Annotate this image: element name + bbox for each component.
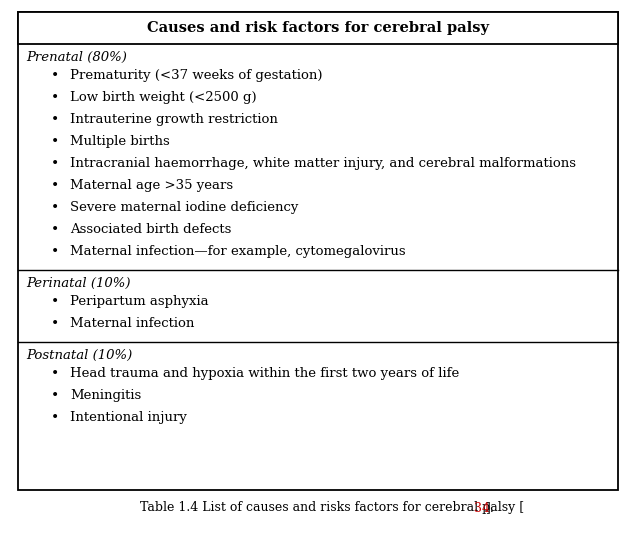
Text: •: • [51,245,59,259]
Text: ].: ]. [485,502,494,515]
Text: •: • [51,223,59,237]
Text: Intrauterine growth restriction: Intrauterine growth restriction [70,113,278,126]
Text: •: • [51,389,59,403]
Text: Maternal age >35 years: Maternal age >35 years [70,179,233,192]
Text: Perinatal (10%): Perinatal (10%) [26,277,131,290]
Text: Prenatal (80%): Prenatal (80%) [26,51,127,64]
Text: Multiple births: Multiple births [70,136,170,148]
Text: Prematurity (<37 weeks of gestation): Prematurity (<37 weeks of gestation) [70,70,323,83]
Text: •: • [51,113,59,127]
Text: Table 1.4 List of causes and risks factors for cerebral palsy [: Table 1.4 List of causes and risks facto… [141,502,524,515]
Text: 34: 34 [474,502,490,515]
Text: Causes and risk factors for cerebral palsy: Causes and risk factors for cerebral pal… [147,21,489,35]
Text: Severe maternal iodine deficiency: Severe maternal iodine deficiency [70,201,299,214]
Bar [18,12,618,490]
Text: Maternal infection—for example, cytomegalovirus: Maternal infection—for example, cytomega… [70,245,406,259]
Text: Low birth weight (<2500 g): Low birth weight (<2500 g) [70,91,257,104]
Text: Meningitis: Meningitis [70,389,141,402]
Text: •: • [51,295,59,309]
Text: •: • [51,411,59,425]
Text: Head trauma and hypoxia within the first two years of life: Head trauma and hypoxia within the first… [70,367,459,380]
Text: Postnatal (10%): Postnatal (10%) [26,349,133,362]
Bar [18,12,618,44]
Text: •: • [51,179,59,193]
Text: •: • [51,367,59,381]
Text: Intracranial haemorrhage, white matter injury, and cerebral malformations: Intracranial haemorrhage, white matter i… [70,157,576,171]
Text: •: • [51,317,59,331]
Text: Maternal infection: Maternal infection [70,318,195,330]
Text: Intentional injury: Intentional injury [70,411,187,424]
Text: •: • [51,135,59,149]
Text: •: • [51,69,59,83]
Text: •: • [51,91,59,105]
Text: Peripartum asphyxia: Peripartum asphyxia [70,295,209,308]
Text: •: • [51,201,59,215]
Text: Associated birth defects: Associated birth defects [70,224,231,237]
Text: •: • [51,157,59,171]
